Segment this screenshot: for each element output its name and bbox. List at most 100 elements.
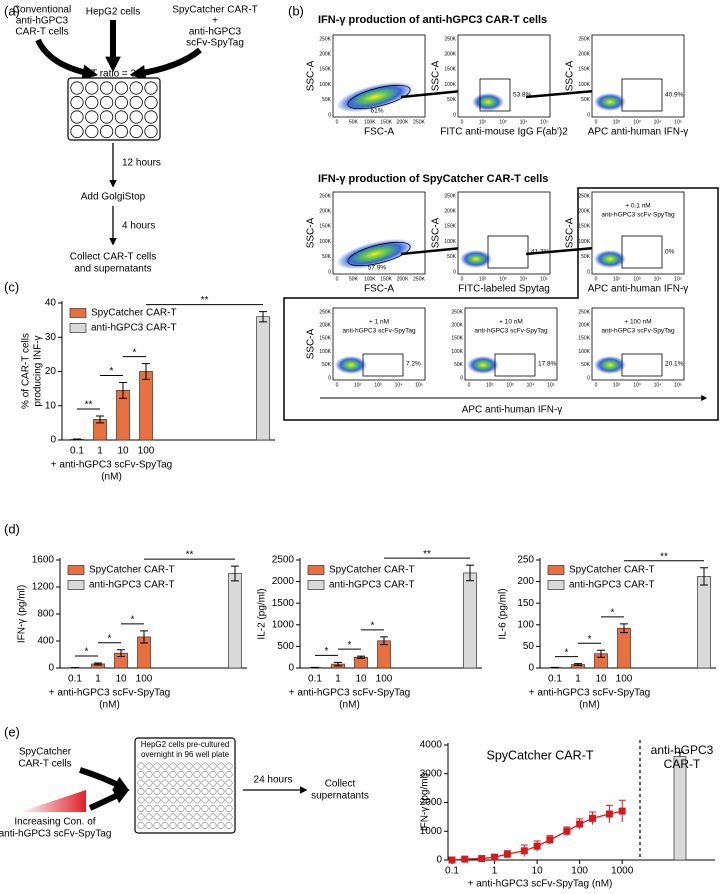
flow-x-tick-label: 10⁵	[540, 119, 548, 125]
flow-x-tick-label: 0	[336, 119, 339, 125]
well	[169, 788, 177, 795]
significance-label: *	[110, 366, 114, 377]
common-x-label: APC anti-human IFN-γ	[462, 405, 563, 416]
legend-label: SpyCatcher CAR-T	[569, 565, 655, 576]
x-tick-label: 1	[335, 674, 341, 685]
y-tick-label: 0	[528, 663, 534, 674]
flow-x-tick-label: 0	[461, 276, 464, 282]
significance-label: *	[131, 615, 135, 626]
condition: anti-hGPC3 scFv-SpyTag	[601, 212, 675, 219]
well	[193, 788, 201, 795]
well	[161, 762, 169, 770]
flow-x-tick-label: 10⁵	[547, 382, 555, 388]
well	[161, 771, 169, 778]
flow-x-tick-label: 0	[595, 119, 598, 125]
y-tick-label: 0	[436, 855, 442, 866]
flow-y-tick-label: 100K	[319, 239, 331, 245]
significance-label: **	[201, 295, 209, 306]
gate-percent: 7.2%	[406, 361, 421, 368]
well	[153, 822, 161, 829]
diagram-text: Add GolgiStop	[81, 192, 146, 203]
x-tick-label: 1000	[611, 866, 634, 877]
well	[85, 124, 99, 139]
y-tick-label: 2500	[272, 555, 295, 566]
well	[100, 95, 114, 110]
y-axis-label: % of CAR-T cells	[21, 333, 32, 409]
cell-population	[460, 250, 492, 268]
flow-x-tick-label: 0	[336, 276, 339, 282]
well	[225, 822, 233, 829]
error-bar	[574, 663, 582, 666]
error-bar	[119, 381, 127, 399]
well	[225, 796, 233, 804]
flow-x-tick-label: 10³	[633, 382, 641, 388]
row-title: IFN-γ production of SpyCatcher CAR-T cel…	[318, 173, 548, 185]
well	[185, 771, 193, 778]
y-tick-label: 150	[517, 598, 534, 609]
flow-x-tick-label: 10³	[506, 382, 514, 388]
y-axis-label: IL-2 (pg/ml)	[257, 588, 268, 639]
flow-y-tick-label: 50K	[581, 362, 591, 368]
y-tick-label: 0	[288, 663, 294, 674]
cell-population	[335, 356, 367, 374]
gate-percent: 0%	[665, 249, 675, 256]
well	[209, 822, 217, 829]
error-bar	[231, 565, 239, 582]
well	[169, 771, 177, 778]
well	[153, 813, 161, 821]
flow-y-tick-label: 100K	[444, 82, 456, 88]
flow-x-tick-label: 0	[595, 276, 598, 282]
y-tick-label: 1600	[32, 555, 55, 566]
well	[169, 805, 177, 812]
x-tick-label: 10	[115, 674, 127, 685]
flow-x-tick-label: 10³	[633, 276, 641, 282]
well	[169, 779, 177, 787]
error-bar	[140, 630, 148, 644]
well	[161, 779, 169, 787]
flow-x-label: FITC anti-mouse IgG F(ab')2	[440, 127, 568, 138]
x-axis-label: (nM)	[579, 700, 600, 711]
point	[533, 842, 541, 850]
diagram-text: SpyCatcher CAR-T	[172, 5, 258, 16]
x-axis-label: (nM)	[339, 700, 360, 711]
flow-y-tick-label: 0	[587, 375, 590, 381]
well	[153, 788, 161, 795]
flow-x-tick-label: 50K	[349, 119, 359, 125]
cell-population	[336, 81, 414, 113]
well	[193, 796, 201, 804]
flow-x-tick-label: 10²	[613, 119, 621, 125]
flow-y-tick-label: 200K	[319, 323, 331, 329]
well	[225, 779, 233, 787]
flow-y-tick-label: 150K	[319, 224, 331, 230]
well	[129, 95, 143, 110]
series-title: SpyCatcher CAR-T	[487, 748, 594, 762]
legend-swatch	[67, 580, 85, 590]
well	[161, 822, 169, 829]
bar	[139, 371, 153, 441]
flow-x-tick-label: 250K	[413, 119, 425, 125]
plate	[67, 77, 161, 141]
error-bar	[73, 438, 81, 441]
bar	[617, 627, 631, 669]
cell-population	[594, 93, 626, 111]
y-tick-label: 0	[48, 663, 54, 674]
flow-x-tick-label: 0	[595, 382, 598, 388]
flow-y-tick-label: 50K	[322, 254, 332, 260]
well	[217, 771, 225, 778]
flow-x-tick-label: 150K	[380, 276, 392, 282]
well	[209, 788, 217, 795]
flow-plot-frame	[591, 34, 685, 118]
gate	[362, 353, 404, 377]
point	[461, 855, 469, 863]
diagram-text: CAR-T cells	[15, 27, 68, 38]
flow-y-tick-label: 0	[328, 269, 331, 275]
well	[137, 796, 145, 804]
flow-x-tick-label: 10⁵	[415, 382, 423, 388]
well	[217, 762, 225, 770]
error-bar	[334, 661, 342, 667]
flow-y-tick-label: 250K	[578, 36, 590, 42]
legend-label: anti-hGPC3 CAR-T	[329, 580, 415, 591]
flow-y-tick-label: 200K	[578, 52, 590, 58]
well	[209, 813, 217, 821]
flow-y-tick-label: 0	[587, 112, 590, 118]
